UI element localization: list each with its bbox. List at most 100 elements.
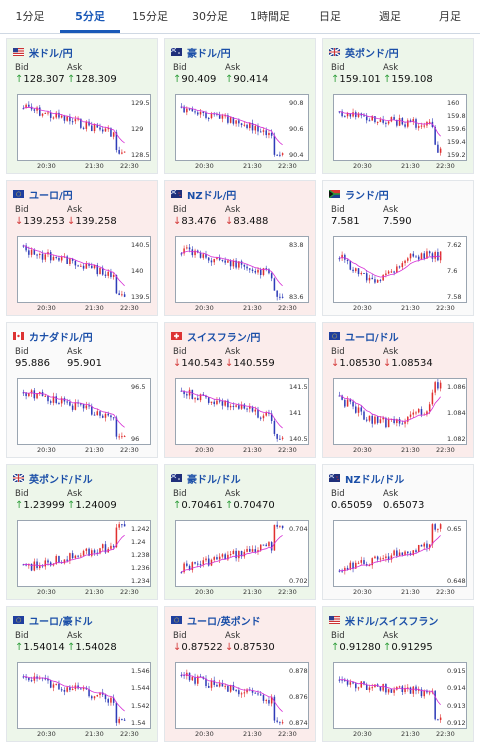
pair-name: 米ドル/スイスフラン <box>345 616 439 628</box>
tab-2[interactable]: 15分足 <box>132 10 168 23</box>
price-chart[interactable] <box>17 378 151 445</box>
currency-card[interactable]: ユーロ/円 Bid Ask ↓139.253 ↓139.258 140.5 140 139.5… <box>6 180 158 316</box>
currency-card[interactable]: 米ドル/円 Bid Ask ↑128.307 ↑128.309 129.5 129 128.5… <box>6 38 158 174</box>
price-chart[interactable] <box>17 520 151 587</box>
candle-body <box>365 116 368 121</box>
price-chart[interactable] <box>333 520 467 587</box>
pair-title[interactable]: カナダドル/円 <box>13 329 93 344</box>
candle-body <box>235 550 237 559</box>
candle-body <box>82 265 85 269</box>
tab-3[interactable]: 30分足 <box>192 10 228 23</box>
candle-body <box>191 249 194 256</box>
tab-4[interactable]: 1時間足 <box>250 10 290 23</box>
pair-name: 豪ドル/ドル <box>187 474 241 486</box>
pair-title[interactable]: スイスフラン/円 <box>171 329 260 344</box>
candle-body <box>270 542 273 551</box>
moving-average-line <box>23 676 125 712</box>
currency-card[interactable]: ユーロ/ドル Bid Ask ↓1.08530 ↓1.08534 1.086 1.084 1.… <box>322 322 474 458</box>
candle-body <box>368 277 371 281</box>
pair-title[interactable]: 米ドル/スイスフラン <box>329 613 439 628</box>
candle-body <box>265 700 267 702</box>
pair-title[interactable]: ランド/円 <box>329 187 389 202</box>
currency-card[interactable]: カナダドル/円 Bid Ask 95.886 95.901 96.5 96 20:30 21:3… <box>6 322 158 458</box>
x-tick-label: 20:30 <box>195 162 214 170</box>
bid-value: 0.65059 <box>331 500 372 511</box>
price-chart[interactable] <box>17 94 151 161</box>
candle-body <box>221 401 224 406</box>
candle-body <box>33 249 36 255</box>
candle-body <box>346 113 349 117</box>
pair-title[interactable]: ユーロ/英ポンド <box>171 613 261 628</box>
y-tick-label: 159.6 <box>447 125 466 133</box>
pair-title[interactable]: 英ポンド/ドル <box>13 471 93 486</box>
tab-6[interactable]: 週足 <box>379 10 401 23</box>
candle-body <box>365 684 368 691</box>
candle-body <box>93 124 96 132</box>
candle-body <box>58 556 60 563</box>
candle-body <box>393 271 395 273</box>
currency-card[interactable]: 豪ドル/円 Bid Ask ↑90.409 ↑90.414 90.8 90.6 90.4 20:… <box>164 38 316 174</box>
price-chart[interactable] <box>333 94 467 161</box>
currency-card[interactable]: 豪ドル/ドル Bid Ask ↑0.70461 ↑0.70470 0.704 0.702 20… <box>164 464 316 600</box>
candle-body <box>88 548 90 556</box>
candle-body <box>254 692 257 694</box>
pair-title[interactable]: ユーロ/豪ドル <box>13 613 93 628</box>
x-tick-label: 20:30 <box>195 446 214 454</box>
currency-card[interactable]: 英ポンド/円 Bid Ask ↑159.101 ↑159.108 160 159.8 159.… <box>322 38 474 174</box>
candle-body <box>390 271 393 273</box>
candle-body <box>93 550 96 553</box>
pair-title[interactable]: ユーロ/ドル <box>329 329 399 344</box>
pair-title[interactable]: 英ポンド/円 <box>329 45 399 60</box>
pair-title[interactable]: 豪ドル/ドル <box>171 471 241 486</box>
price-chart[interactable] <box>175 520 309 587</box>
tab-7[interactable]: 月足 <box>439 10 461 23</box>
pair-title[interactable]: ユーロ/円 <box>13 187 73 202</box>
currency-card[interactable]: NZドル/円 Bid Ask ↓83.476 ↓83.488 83.8 83.6 20:30 2… <box>164 180 316 316</box>
ask-arrow-icon: ↑ <box>225 500 234 511</box>
moving-average-line <box>339 679 441 705</box>
ask-value: 7.590 <box>383 216 412 227</box>
candle-body <box>121 524 123 526</box>
pair-title[interactable]: 米ドル/円 <box>13 45 73 60</box>
price-chart[interactable] <box>175 378 309 445</box>
tab-1[interactable]: 5分足 <box>60 0 120 33</box>
candle-body <box>99 692 101 696</box>
price-chart[interactable] <box>175 94 309 161</box>
currency-card[interactable]: NZドル/ドル Bid Ask 0.65059 0.65073 0.65 0.648 20:3… <box>322 464 474 600</box>
candle-body <box>104 694 107 700</box>
candle-body <box>224 554 226 560</box>
currency-card[interactable]: ランド/円 Bid Ask 7.581 7.590 7.62 7.6 7.58 20:30 21:… <box>322 180 474 316</box>
candle-body <box>249 123 251 129</box>
candle-body <box>191 389 194 399</box>
tab-5[interactable]: 日足 <box>319 10 341 23</box>
price-chart[interactable] <box>333 236 467 303</box>
price-chart[interactable] <box>175 662 309 729</box>
price-chart[interactable] <box>17 662 151 729</box>
price-chart[interactable] <box>333 378 467 445</box>
price-chart[interactable] <box>175 236 309 303</box>
price-chart[interactable] <box>333 662 467 729</box>
candle-body <box>227 115 229 123</box>
candle-body <box>47 395 49 402</box>
pair-title[interactable]: 豪ドル/円 <box>171 45 231 60</box>
currency-card[interactable]: ユーロ/英ポンド Bid Ask ↓0.87522 ↓0.87530 0.878 0.876… <box>164 606 316 742</box>
currency-card[interactable]: スイスフラン/円 Bid Ask ↓140.543 ↓140.559 141.5 141 14… <box>164 322 316 458</box>
currency-card[interactable]: ユーロ/豪ドル Bid Ask ↑1.54014 ↑1.54028 1.546 1.544 1… <box>6 606 158 742</box>
candle-body <box>47 560 49 563</box>
y-tick-label: 0.914 <box>447 684 466 693</box>
pair-title[interactable]: NZドル/ドル <box>329 471 404 486</box>
currency-card[interactable]: 米ドル/スイスフラン Bid Ask ↑0.91280 ↑0.91295 0.915 0.9… <box>322 606 474 742</box>
x-tick-label: 21:30 <box>243 162 262 170</box>
candle-body <box>396 550 398 556</box>
tab-0[interactable]: 1分足 <box>15 10 45 23</box>
candle-body <box>224 400 226 406</box>
candle-body <box>376 121 379 123</box>
pair-title[interactable]: NZドル/円 <box>171 187 236 202</box>
candle-body <box>407 687 409 689</box>
ask-number: 1.08534 <box>391 358 433 369</box>
price-chart[interactable] <box>17 236 151 303</box>
bid-arrow-icon: ↑ <box>15 74 24 85</box>
currency-card[interactable]: 英ポンド/ドル Bid Ask ↑1.23999 ↑1.24009 1.242 1.24 1.… <box>6 464 158 600</box>
candle-body <box>221 683 224 687</box>
candle-body <box>262 544 265 546</box>
